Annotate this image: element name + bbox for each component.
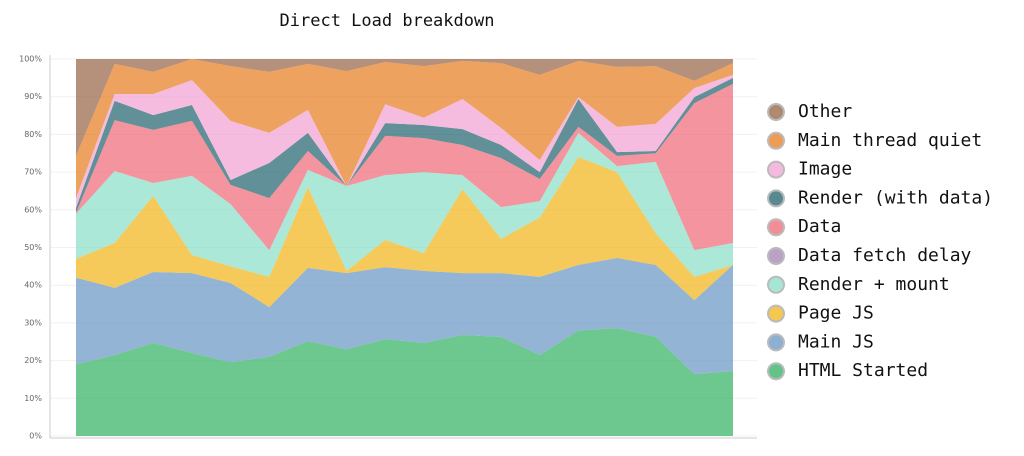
legend-label: Data bbox=[798, 216, 841, 237]
legend: HTML Started Main JS Page JS Render + mount… bbox=[767, 101, 993, 381]
area bbox=[76, 59, 733, 156]
legend-label: HTML Started bbox=[798, 360, 928, 381]
legend-marker bbox=[767, 218, 785, 237]
legend-marker bbox=[767, 160, 785, 179]
area bbox=[76, 83, 733, 251]
area bbox=[76, 77, 733, 213]
y-tick-label: 70% bbox=[24, 168, 42, 177]
y-tick-label: 90% bbox=[24, 92, 42, 101]
y-tick-label: 10% bbox=[24, 394, 42, 403]
y-tick-label: 100% bbox=[19, 55, 42, 64]
area bbox=[76, 132, 733, 277]
legend-label: Render + mount bbox=[798, 274, 950, 295]
legend-label: Image bbox=[798, 159, 852, 180]
y-tick-label: 80% bbox=[24, 130, 42, 139]
chart-title: Direct Load breakdown bbox=[280, 11, 495, 31]
legend-label: Render (with data) bbox=[798, 187, 993, 208]
legend-label: Data fetch delay bbox=[798, 245, 972, 266]
legend-marker bbox=[767, 304, 785, 323]
area bbox=[76, 59, 733, 199]
legend-marker bbox=[767, 333, 785, 352]
legend-marker bbox=[767, 131, 785, 150]
legend-marker bbox=[767, 103, 785, 121]
legend-marker bbox=[767, 247, 785, 265]
y-tick-label: 20% bbox=[24, 356, 42, 365]
y-tick-label: 40% bbox=[24, 281, 42, 290]
plot-area bbox=[76, 59, 733, 436]
area bbox=[76, 157, 733, 308]
y-tick-label: 30% bbox=[24, 318, 42, 327]
legend-label: Page JS bbox=[798, 303, 874, 324]
area bbox=[76, 258, 733, 375]
legend-marker bbox=[767, 275, 785, 294]
legend-marker bbox=[767, 189, 785, 208]
y-tick-label: 60% bbox=[24, 205, 42, 214]
area bbox=[76, 74, 733, 208]
area bbox=[76, 328, 733, 436]
legend-marker bbox=[767, 362, 785, 381]
y-tick-label: 0% bbox=[29, 432, 42, 441]
y-tick-label: 50% bbox=[24, 243, 42, 252]
legend-label: Main JS bbox=[798, 331, 874, 352]
legend-label: Main thread quiet bbox=[798, 130, 982, 151]
legend-label: Other bbox=[798, 101, 852, 122]
